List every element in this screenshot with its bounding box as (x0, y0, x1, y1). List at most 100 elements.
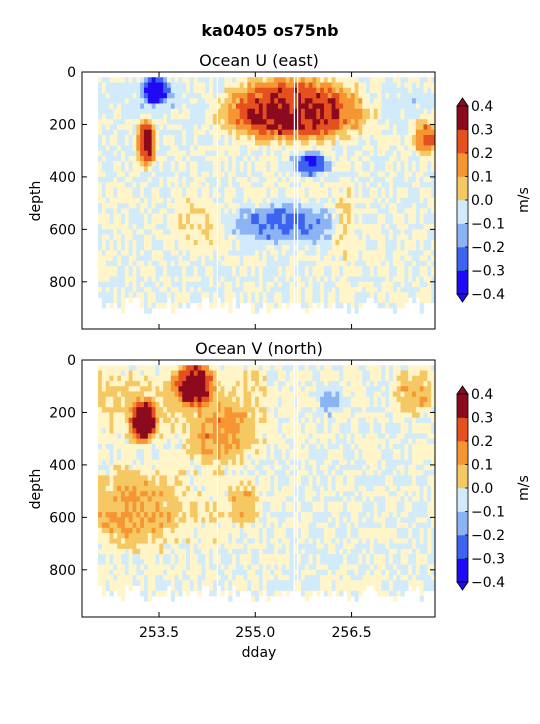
heatmap-cell (125, 145, 129, 151)
heatmap-cell (255, 229, 259, 235)
heatmap-cell (106, 135, 110, 141)
heatmap-cell (393, 130, 397, 136)
heatmap-cell (117, 575, 121, 581)
heatmap-cell (244, 172, 248, 178)
heatmap-cell (140, 407, 144, 413)
heatmap-cell (159, 229, 163, 235)
heatmap-cell (228, 282, 232, 288)
heatmap-cell (286, 82, 290, 88)
heatmap-cell (140, 98, 144, 104)
heatmap-cell (106, 423, 110, 429)
heatmap-cell (427, 182, 431, 188)
heatmap-cell (378, 98, 382, 104)
heatmap-cell (152, 444, 156, 450)
heatmap-cell (201, 145, 205, 151)
heatmap-cell (186, 486, 190, 492)
heatmap-cell (209, 292, 213, 298)
heatmap-cell (328, 266, 332, 272)
heatmap-cell (228, 119, 232, 125)
heatmap-cell (102, 219, 106, 225)
heatmap-cell (232, 93, 236, 99)
y-tick-label: 800 (49, 275, 76, 291)
heatmap-cell (324, 187, 328, 193)
heatmap-cell (106, 240, 110, 246)
heatmap-cell (125, 193, 129, 199)
heatmap-cell (316, 177, 320, 183)
heatmap-cell (286, 172, 290, 178)
heatmap-cell (408, 166, 412, 172)
heatmap-cell (370, 177, 374, 183)
heatmap-cell (163, 554, 167, 560)
heatmap-cell (355, 140, 359, 146)
heatmap-cell (117, 512, 121, 518)
heatmap-cell (201, 166, 205, 172)
heatmap-cell (148, 203, 152, 209)
heatmap-cell (316, 93, 320, 99)
heatmap-cell (378, 130, 382, 136)
heatmap-cell (186, 580, 190, 586)
heatmap-cell (167, 135, 171, 141)
heatmap-cell (416, 77, 420, 83)
heatmap-cell (221, 261, 225, 267)
heatmap-cell (125, 114, 129, 120)
heatmap-cell (144, 570, 148, 576)
heatmap-cell (136, 454, 140, 460)
heatmap-cell (186, 428, 190, 434)
heatmap-cell (194, 109, 198, 115)
heatmap-cell (125, 512, 129, 518)
heatmap-cell (385, 77, 389, 83)
heatmap-cell (113, 119, 117, 125)
heatmap-cell (263, 266, 267, 272)
heatmap-cell (351, 182, 355, 188)
heatmap-cell (167, 177, 171, 183)
heatmap-cell (201, 151, 205, 157)
heatmap-cell (102, 229, 106, 235)
heatmap-cell (305, 177, 309, 183)
heatmap-cell (251, 193, 255, 199)
heatmap-cell (343, 208, 347, 214)
heatmap-cell (412, 82, 416, 88)
heatmap-cell (144, 203, 148, 209)
heatmap-cell (148, 271, 152, 277)
heatmap-cell (401, 82, 405, 88)
heatmap-cell (339, 103, 343, 109)
heatmap-cell (148, 465, 152, 471)
heatmap-cell (175, 412, 179, 418)
heatmap-cell (186, 444, 190, 450)
heatmap-cell (389, 130, 393, 136)
heatmap-cell (301, 235, 305, 241)
heatmap-cell (282, 77, 286, 83)
heatmap-cell (278, 182, 282, 188)
heatmap-cell (152, 412, 156, 418)
heatmap-cell (110, 124, 114, 130)
heatmap-cell (205, 287, 209, 293)
heatmap-cell (305, 208, 309, 214)
heatmap-cell (270, 177, 274, 183)
heatmap-cell (190, 523, 194, 529)
heatmap-cell (351, 219, 355, 225)
heatmap-cell (339, 277, 343, 283)
heatmap-cell (412, 187, 416, 193)
heatmap-cell (416, 135, 420, 141)
heatmap-cell (155, 586, 159, 592)
heatmap-cell (102, 93, 106, 99)
heatmap-cell (152, 214, 156, 220)
heatmap-cell (194, 198, 198, 204)
heatmap-cell (228, 235, 232, 241)
heatmap-cell (159, 370, 163, 376)
heatmap-cell (358, 172, 362, 178)
heatmap-cell (259, 277, 263, 283)
heatmap-cell (355, 172, 359, 178)
heatmap-cell (240, 271, 244, 277)
heatmap-cell (98, 156, 102, 162)
heatmap-cell (121, 130, 125, 136)
heatmap-cell (424, 250, 428, 256)
heatmap-cell (420, 172, 424, 178)
heatmap-cell (140, 496, 144, 502)
heatmap-cell (205, 98, 209, 104)
heatmap-cell (339, 287, 343, 293)
heatmap-cell (244, 109, 248, 115)
heatmap-cell (102, 198, 106, 204)
heatmap-cell (152, 370, 156, 376)
panel-v-title: Ocean V (north) (195, 339, 323, 358)
